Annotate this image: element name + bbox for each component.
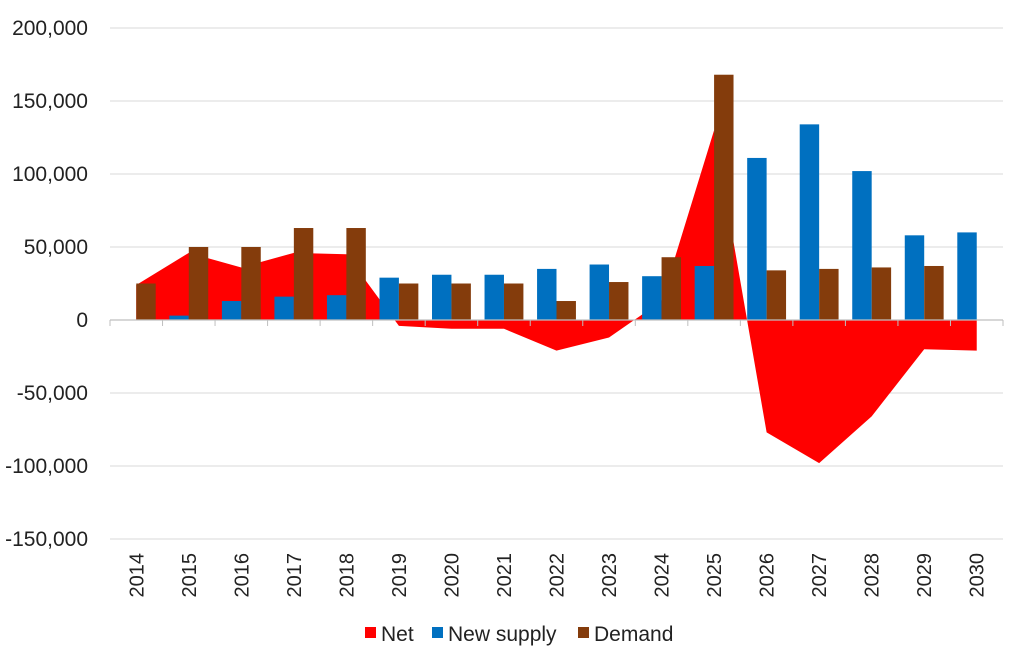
x-tick-label: 2027 <box>809 553 831 598</box>
legend-label: Net <box>381 623 414 646</box>
legend-swatch <box>578 627 589 638</box>
demand-bar <box>609 282 629 320</box>
x-tick-label: 2014 <box>126 553 148 598</box>
x-axis: 2014 2015 2016 2017 2018 2019 2020 2021 2022 2023… <box>126 553 988 598</box>
y-axis: 200,000 150,000 100,000 50,000 0 -50,000 -100,… <box>5 17 88 551</box>
y-tick-label: -150,000 <box>5 528 88 551</box>
new-supply-bar <box>379 277 399 320</box>
new-supply-bar <box>589 264 610 320</box>
x-tick-label: 2028 <box>862 553 884 598</box>
new-supply-bar <box>169 315 189 320</box>
y-tick-label: 0 <box>76 309 88 332</box>
net-area-layer <box>136 130 977 464</box>
demand-bar <box>871 267 892 320</box>
x-tick-label: 2019 <box>389 553 411 598</box>
new-supply-bar <box>326 295 347 320</box>
x-tick-label: 2018 <box>336 553 358 598</box>
x-tick-label: 2026 <box>757 553 779 598</box>
net-area <box>136 130 977 464</box>
new-supply-bar <box>747 157 767 320</box>
x-tick-label: 2029 <box>914 553 936 598</box>
y-tick-label: 100,000 <box>12 163 88 186</box>
y-tick-label: -50,000 <box>17 382 88 405</box>
demand-bar <box>503 283 524 320</box>
legend: Net New supply Demand <box>365 623 673 646</box>
new-supply-bar <box>799 124 820 320</box>
demand-bar <box>556 301 576 320</box>
demand-bar <box>661 257 681 320</box>
new-supply-bar <box>221 301 242 320</box>
new-supply-bar <box>484 274 504 320</box>
x-tick-label: 2023 <box>599 553 621 598</box>
new-supply-bar <box>432 274 452 320</box>
new-supply-bar <box>904 235 925 320</box>
x-tick-label: 2021 <box>494 553 516 598</box>
demand-bar <box>398 283 419 320</box>
legend-label: Demand <box>594 623 673 646</box>
legend-swatch <box>432 627 443 638</box>
demand-bar <box>766 270 787 320</box>
x-tick-label: 2024 <box>652 553 674 598</box>
x-tick-label: 2025 <box>704 553 726 598</box>
new-supply-bar <box>957 232 977 320</box>
demand-bar <box>924 265 944 320</box>
zero-axis-layer <box>109 319 1004 326</box>
x-tick-label: 2017 <box>284 553 306 598</box>
demand-bar <box>293 228 314 320</box>
x-tick-label: 2016 <box>231 553 253 598</box>
x-tick-label: 2022 <box>547 553 569 598</box>
legend-swatch <box>365 627 376 638</box>
new-supply-bar <box>852 171 872 320</box>
new-supply-bar <box>537 268 557 320</box>
legend-label: New supply <box>448 623 557 646</box>
y-tick-label: 200,000 <box>12 17 88 40</box>
x-tick-label: 2030 <box>967 553 989 598</box>
demand-bar <box>136 283 156 320</box>
demand-bar <box>451 283 471 320</box>
new-supply-bar <box>694 265 715 320</box>
demand-bar <box>241 247 261 320</box>
demand-bar <box>714 74 734 320</box>
demand-bar <box>819 268 839 320</box>
new-supply-bar <box>274 296 294 320</box>
x-tick-label: 2020 <box>441 553 463 598</box>
y-tick-label: 150,000 <box>12 90 88 113</box>
demand-bar <box>188 247 209 320</box>
y-tick-label: 50,000 <box>24 236 88 259</box>
y-tick-label: -100,000 <box>5 455 88 478</box>
new-supply-bar <box>642 276 662 320</box>
x-tick-label: 2015 <box>179 553 201 598</box>
demand-bar <box>346 228 366 320</box>
bars-layer <box>136 74 977 320</box>
